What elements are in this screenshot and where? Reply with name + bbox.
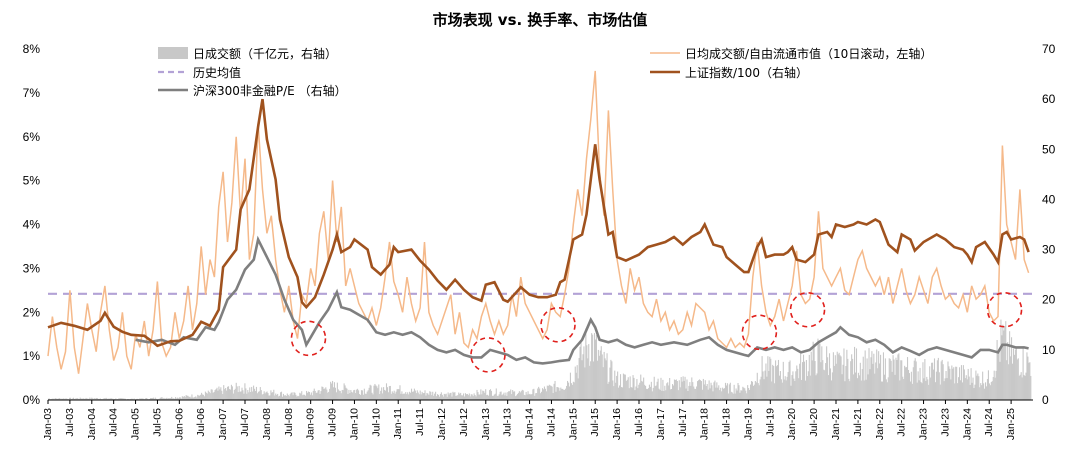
y-left-tick: 7% — [23, 86, 41, 100]
x-tick-label: Jul-06 — [195, 408, 207, 437]
x-tick-label: Jan-03 — [42, 408, 54, 440]
x-tick-label: Jan-15 — [567, 408, 579, 440]
x-tick-label: Jul-14 — [545, 408, 557, 437]
x-tick-label: Jan-09 — [305, 408, 317, 440]
x-tick-label: Jul-21 — [852, 408, 864, 437]
x-tick-label: Jan-18 — [699, 408, 711, 440]
x-tick-label: Jan-17 — [655, 408, 667, 440]
y-left-tick: 3% — [23, 261, 41, 275]
x-tick-label: Jul-19 — [764, 408, 776, 437]
x-tick-label: Jul-08 — [283, 408, 295, 437]
x-tick-label: Jan-19 — [742, 408, 754, 440]
pe-line — [135, 235, 1029, 365]
legend-volume: 日成交额（千亿元，右轴） — [193, 46, 337, 61]
legend-volume-swatch — [158, 47, 188, 59]
x-tick-label: Jan-08 — [261, 408, 273, 440]
x-axis-ticks: Jan-03 Jul-03 Jan-04 Jul-04 Jan-05 Jul-05 Jan-… — [42, 400, 1017, 440]
x-tick-label: Jan-12 — [436, 408, 448, 440]
x-tick-label: Jan-05 — [130, 408, 142, 440]
x-tick-label: Jul-10 — [370, 408, 382, 437]
legend-index: 上证指数/100（右轴） — [685, 65, 808, 80]
x-tick-label: Jul-24 — [983, 408, 995, 437]
x-tick-label: Jul-09 — [327, 408, 339, 437]
annotation-circle — [290, 320, 327, 357]
x-tick-label: Jan-16 — [611, 408, 623, 440]
x-tick-label: Jul-22 — [896, 408, 908, 437]
index-line — [47, 98, 1030, 348]
x-tick-label: Jul-12 — [458, 408, 470, 437]
y-right-tick: 10 — [1042, 343, 1056, 357]
x-tick-label: Jan-06 — [173, 408, 185, 440]
x-tick-label: Jul-20 — [808, 408, 820, 437]
turnover-line — [47, 70, 1030, 374]
y-right-axis: 0 10 20 30 40 50 60 70 — [1042, 42, 1056, 407]
y-right-tick: 40 — [1042, 192, 1056, 206]
y-right-tick: 60 — [1042, 92, 1056, 106]
y-left-tick: 0% — [23, 393, 41, 407]
y-right-tick: 30 — [1042, 243, 1056, 257]
annotation-circle — [789, 291, 826, 328]
legend-left: 日成交额（千亿元，右轴） 历史均值 沪深300非金融P/E （右轴） — [158, 46, 347, 98]
y-left-tick: 6% — [23, 130, 41, 144]
x-tick-label: Jan-04 — [86, 408, 98, 440]
y-right-tick: 70 — [1042, 42, 1056, 56]
y-left-tick: 5% — [23, 174, 41, 188]
x-tick-label: Jan-13 — [480, 408, 492, 440]
x-tick-label: Jul-23 — [939, 408, 951, 437]
y-left-tick: 4% — [23, 218, 41, 232]
x-tick-label: Jul-17 — [677, 408, 689, 437]
x-tick-label: Jan-10 — [348, 408, 360, 440]
annotation-circle — [540, 306, 576, 343]
x-tick-label: Jul-05 — [151, 408, 163, 437]
y-left-tick: 2% — [23, 305, 41, 319]
legend-right: 日均成交额/自由流通市值（10日滚动，左轴） 上证指数/100（右轴） — [650, 46, 932, 80]
x-tick-label: Jan-20 — [786, 408, 798, 440]
volume-bars — [47, 319, 1032, 400]
x-tick-label: Jul-03 — [64, 408, 76, 437]
y-left-tick: 8% — [23, 42, 41, 56]
x-tick-label: Jan-21 — [830, 408, 842, 440]
annotation-circles — [290, 291, 1023, 373]
legend-turnover: 日均成交额/自由流通市值（10日滚动，左轴） — [685, 46, 932, 61]
x-tick-label: Jan-14 — [524, 408, 536, 440]
x-tick-label: Jul-04 — [108, 408, 120, 437]
legend-hist-mean: 历史均值 — [193, 65, 241, 80]
y-left-axis: 0% 1% 2% 3% 4% 5% 6% 7% 8% — [23, 42, 41, 407]
x-tick-label: Jan-25 — [1005, 408, 1017, 440]
chart-title: 市场表现 vs. 换手率、市场估值 — [433, 11, 648, 29]
x-tick-label: Jan-23 — [918, 408, 930, 440]
annotation-circle — [986, 291, 1023, 328]
x-tick-label: Jul-13 — [502, 408, 514, 437]
x-tick-label: Jan-11 — [392, 408, 404, 439]
annotation-circle — [741, 314, 778, 351]
x-tick-label: Jul-18 — [721, 408, 733, 437]
x-tick-label: Jan-07 — [217, 408, 229, 440]
x-tick-label: Jul-15 — [589, 408, 601, 437]
x-tick-label: Jul-07 — [239, 408, 251, 437]
y-right-tick: 20 — [1042, 293, 1056, 307]
x-tick-label: Jan-22 — [874, 408, 886, 440]
x-tick-label: Jan-24 — [961, 408, 973, 440]
annotation-circle — [470, 337, 506, 373]
y-right-tick: 0 — [1042, 393, 1049, 407]
legend-pe: 沪深300非金融P/E （右轴） — [193, 83, 347, 98]
y-right-tick: 50 — [1042, 142, 1056, 156]
x-tick-label: Jul-16 — [633, 408, 645, 437]
y-left-tick: 1% — [23, 349, 41, 363]
x-tick-label: Jul-11 — [414, 408, 426, 436]
